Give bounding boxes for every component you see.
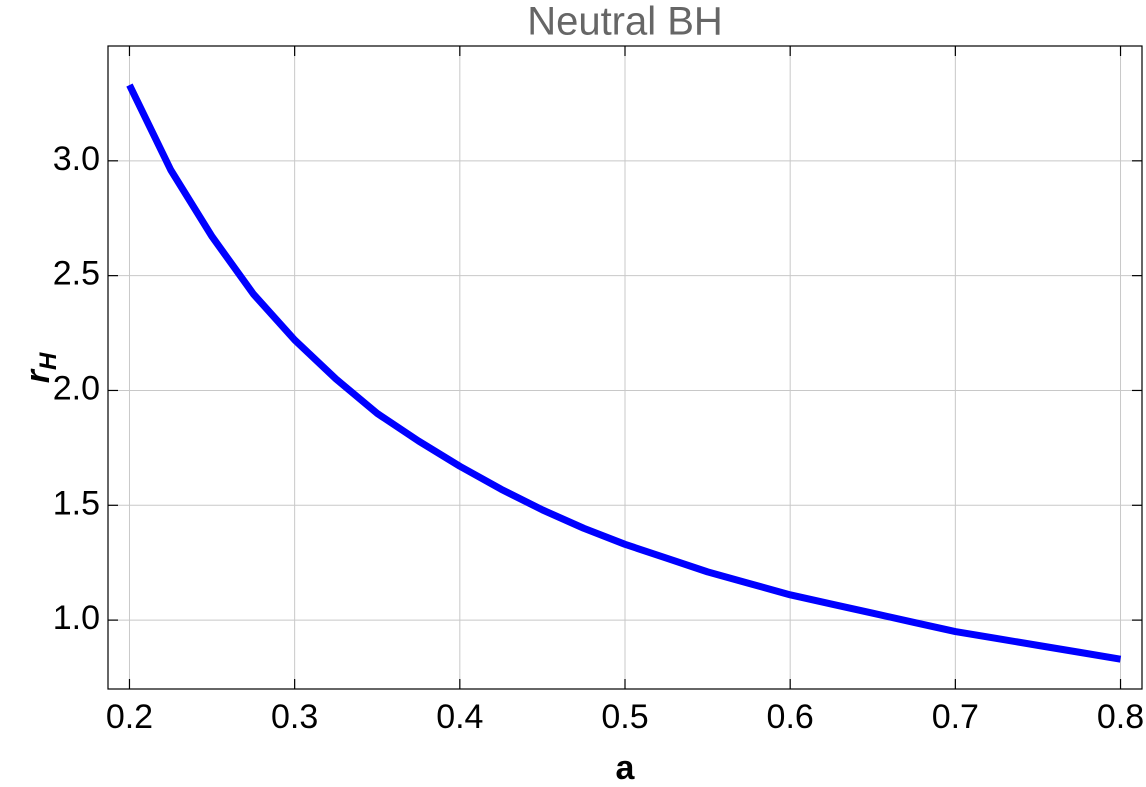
- y-label-sub: H: [35, 352, 62, 370]
- y-tick-label: 1.5: [53, 484, 100, 522]
- x-tick-label: 0.3: [271, 698, 318, 736]
- x-tick-label: 0.4: [436, 698, 483, 736]
- x-tick-label: 0.2: [106, 698, 153, 736]
- y-axis-label-text: rH: [19, 352, 62, 383]
- y-tick-label: 2.0: [53, 369, 100, 407]
- x-tick-label: 0.8: [1097, 698, 1144, 736]
- plot-frame: [107, 45, 1143, 690]
- x-tick-label: 0.6: [767, 698, 814, 736]
- x-tick-label: 0.7: [932, 698, 979, 736]
- x-tick-label: 0.5: [601, 698, 648, 736]
- y-tick-label: 1.0: [53, 599, 100, 637]
- chart-title: Neutral BH: [527, 0, 723, 44]
- y-axis-label: rH: [19, 352, 62, 383]
- data-line: [126, 83, 1122, 663]
- y-label-main: r: [19, 368, 57, 383]
- x-axis-label: a: [616, 749, 636, 787]
- y-tick-label: 3.0: [53, 140, 100, 178]
- y-tick-label: 2.5: [53, 255, 100, 293]
